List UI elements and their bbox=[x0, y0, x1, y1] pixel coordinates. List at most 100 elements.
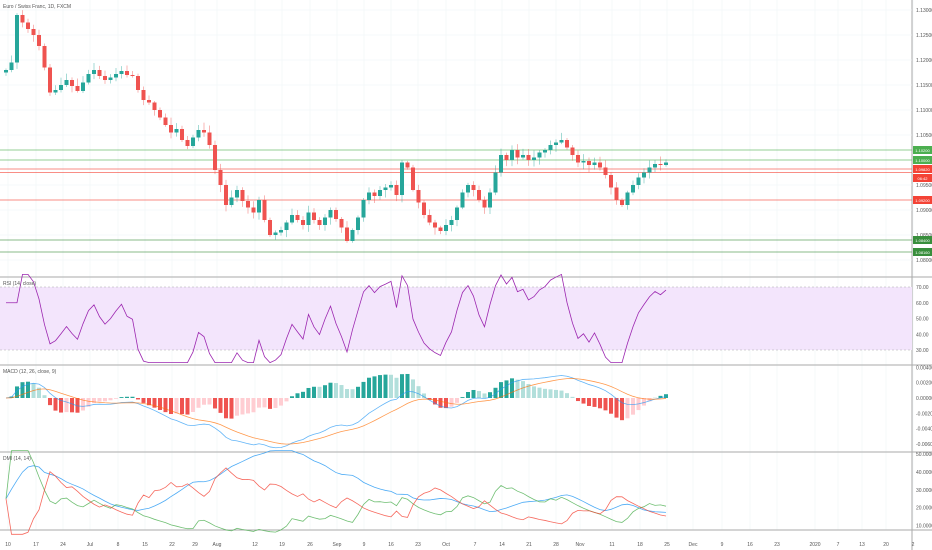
macd-histogram-bar bbox=[70, 398, 74, 413]
time-tick-label: Dec bbox=[689, 542, 698, 548]
candle-body bbox=[37, 35, 41, 46]
candle-body bbox=[510, 150, 514, 160]
candle-body bbox=[631, 185, 635, 193]
time-tick-label: 7 bbox=[474, 542, 477, 548]
candle-body bbox=[147, 100, 151, 103]
macd-histogram-bar bbox=[218, 398, 223, 413]
price-label-text: 1.10200 bbox=[915, 148, 930, 153]
macd-histogram-bar bbox=[433, 398, 437, 405]
candle-body bbox=[405, 162, 410, 168]
macd-tick-label: 0.00000 bbox=[916, 396, 932, 402]
price-tick-label: 1.08000 bbox=[916, 258, 932, 264]
macd-histogram-bar bbox=[664, 394, 668, 398]
macd-histogram-bar bbox=[367, 377, 371, 398]
macd-histogram-bar bbox=[427, 398, 432, 400]
candle-body bbox=[609, 175, 613, 188]
macd-histogram-bar bbox=[235, 398, 239, 416]
macd-histogram-bar bbox=[554, 389, 558, 398]
candle-body bbox=[257, 200, 261, 213]
macd-histogram-bar bbox=[515, 379, 520, 398]
price-label-text: 1.09820 bbox=[915, 167, 930, 172]
macd-histogram-bar bbox=[213, 398, 217, 409]
price-tick-label: 1.11500 bbox=[916, 83, 932, 89]
rsi-tick-label: 60.00 bbox=[916, 301, 929, 307]
candle-body bbox=[64, 80, 69, 85]
macd-histogram-bar bbox=[246, 398, 250, 414]
price-tick-label: 1.12000 bbox=[916, 58, 932, 64]
time-tick-label: 23 bbox=[774, 542, 780, 548]
time-tick-label: 24 bbox=[60, 542, 66, 548]
macd-histogram-bar bbox=[37, 387, 41, 398]
time-tick-label: 2020 bbox=[809, 542, 820, 548]
macd-histogram-bar bbox=[658, 395, 663, 398]
candle-body bbox=[488, 192, 492, 208]
time-tick-label: 21 bbox=[526, 542, 532, 548]
candle-body bbox=[587, 161, 591, 165]
macd-histogram-bar bbox=[543, 388, 547, 398]
candle-body bbox=[152, 102, 157, 110]
dmi-title: DMI (14, 14) bbox=[3, 456, 31, 462]
candle-body bbox=[290, 215, 294, 223]
signal-line bbox=[5, 378, 667, 445]
macd-histogram-bar bbox=[20, 382, 25, 398]
candle-body bbox=[81, 82, 85, 91]
candle-body bbox=[460, 192, 465, 208]
candle-body bbox=[664, 162, 668, 165]
macd-histogram-bar bbox=[378, 375, 382, 398]
candle-body bbox=[323, 217, 327, 225]
candle-body bbox=[70, 80, 74, 86]
candle-body bbox=[218, 170, 223, 185]
candle-body bbox=[328, 210, 333, 218]
macd-histogram-bar bbox=[510, 378, 514, 398]
time-tick-label: 28 bbox=[553, 542, 559, 548]
macd-histogram-bar bbox=[158, 398, 162, 410]
candle-body bbox=[174, 129, 179, 133]
time-tick-label: 18 bbox=[637, 542, 643, 548]
candle-body bbox=[317, 220, 322, 225]
candle-body bbox=[312, 212, 316, 220]
macd-histogram-bar bbox=[482, 393, 487, 398]
candle-body bbox=[383, 187, 388, 190]
macd-histogram-bar bbox=[290, 396, 294, 398]
macd-histogram-bar bbox=[196, 398, 201, 408]
candle-body bbox=[356, 217, 360, 230]
macd-histogram-bar bbox=[389, 374, 393, 398]
price-label-text: 1.08400 bbox=[915, 238, 930, 243]
macd-histogram-bar bbox=[295, 393, 300, 398]
candle-body bbox=[554, 142, 558, 145]
macd-histogram-bar bbox=[444, 398, 448, 409]
candle-body bbox=[570, 147, 575, 155]
macd-histogram-bar bbox=[642, 398, 646, 406]
macd-histogram-bar bbox=[559, 390, 564, 398]
time-tick-label: Nov bbox=[576, 542, 585, 548]
macd-histogram-bar bbox=[64, 398, 69, 413]
macd-histogram-bar bbox=[592, 398, 597, 407]
rsi-tick-label: 50.00 bbox=[916, 317, 929, 323]
macd-histogram-bar bbox=[86, 398, 91, 407]
macd-histogram-bar bbox=[323, 385, 327, 398]
price-tick-label: 1.10500 bbox=[916, 133, 932, 139]
price-label-text: 1.09200 bbox=[915, 198, 930, 203]
macd-histogram-bar bbox=[493, 387, 498, 398]
macd-histogram-bar bbox=[625, 398, 630, 419]
macd-histogram-bar bbox=[532, 386, 536, 398]
candle-body bbox=[653, 164, 657, 168]
candle-body bbox=[202, 130, 206, 133]
candle-body bbox=[26, 22, 30, 29]
candle-body bbox=[372, 192, 377, 196]
macd-histogram-bar bbox=[460, 397, 465, 398]
candle-body bbox=[647, 167, 652, 173]
candle-body bbox=[158, 110, 162, 118]
macd-histogram-bar bbox=[647, 398, 652, 402]
price-tick-label: 1.09500 bbox=[916, 183, 932, 189]
macd-histogram-bar bbox=[169, 398, 173, 414]
time-tick-label: Jul bbox=[87, 542, 93, 548]
candle-body bbox=[9, 62, 14, 70]
macd-histogram-bar bbox=[345, 388, 349, 398]
macd-histogram-bar bbox=[614, 398, 619, 418]
time-tick-label: 17 bbox=[33, 542, 39, 548]
